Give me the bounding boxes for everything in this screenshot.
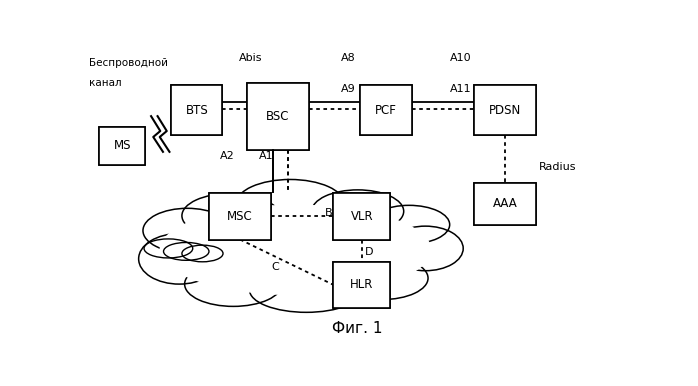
Text: BTS: BTS [186,104,208,117]
Text: PDSN: PDSN [489,104,521,117]
Text: PDSN: PDSN [489,104,521,117]
Text: B: B [325,208,333,218]
Bar [360,85,412,135]
Text: VLR: VLR [350,210,373,223]
Text: PCF: PCF [376,104,397,117]
Text: Radius: Radius [538,162,576,172]
Text: A10: A10 [450,53,471,63]
Text: MSC: MSC [227,210,253,223]
Bar [360,85,412,135]
Text: MS: MS [113,139,131,152]
Bar [247,83,309,150]
Bar [334,262,390,308]
Text: A2: A2 [219,151,235,161]
Ellipse shape [369,205,450,244]
Bar [474,183,536,225]
Text: канал: канал [89,78,121,88]
Ellipse shape [312,190,403,233]
Text: A1: A1 [258,151,273,161]
Text: A11: A11 [450,83,471,93]
Text: HLR: HLR [350,278,373,291]
Text: AAA: AAA [493,197,517,210]
Bar [247,83,309,150]
Text: MS: MS [113,139,131,152]
Text: A9: A9 [341,83,355,93]
Text: C: C [271,262,279,272]
Ellipse shape [336,257,428,300]
Bar [474,85,536,135]
Ellipse shape [387,226,463,271]
Text: Беспроводной: Беспроводной [89,58,168,68]
Text: Abis: Abis [239,53,262,63]
Bar [171,85,223,135]
Text: BSC: BSC [266,110,290,124]
Bar [474,183,536,225]
Bar [171,85,223,135]
Text: BSC: BSC [266,110,290,124]
Bar [334,262,390,308]
Text: AAA: AAA [493,197,517,210]
Ellipse shape [236,179,344,228]
Ellipse shape [143,208,232,253]
Ellipse shape [161,205,431,295]
Bar [99,127,145,165]
Text: Фиг. 1: Фиг. 1 [332,321,383,336]
Text: PCF: PCF [376,104,397,117]
Ellipse shape [182,193,279,238]
Ellipse shape [139,234,220,284]
Ellipse shape [185,262,282,306]
Text: D: D [365,247,373,257]
Text: BTS: BTS [186,104,208,117]
Text: HLR: HLR [350,278,373,291]
Text: A8: A8 [341,53,355,63]
Bar [209,193,271,239]
Bar [334,193,390,239]
Bar [99,127,145,165]
Text: MSC: MSC [227,210,253,223]
Bar [334,193,390,239]
Text: VLR: VLR [350,210,373,223]
Ellipse shape [250,268,363,312]
Bar [474,85,536,135]
Bar [209,193,271,239]
